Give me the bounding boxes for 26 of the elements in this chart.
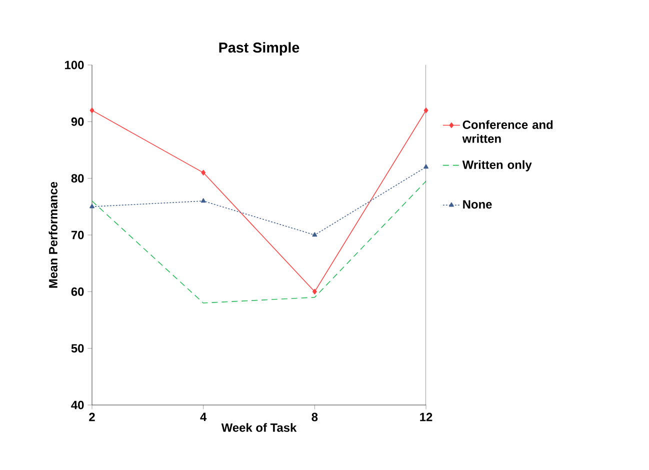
legend-label: None xyxy=(463,200,492,209)
line-series xyxy=(92,180,426,304)
point xyxy=(90,204,94,208)
y-tick-label: 60 xyxy=(71,287,84,296)
y-tick-label: 90 xyxy=(71,117,84,126)
chart-title: Past Simple xyxy=(219,42,300,56)
legend-label: Conference and written xyxy=(462,120,553,143)
x-tick-label: 2 xyxy=(89,412,95,422)
point xyxy=(200,198,206,203)
x-axis-title: Week of Task xyxy=(221,423,297,432)
point xyxy=(424,164,428,169)
point xyxy=(90,108,94,114)
point xyxy=(312,232,318,237)
y-axis-title: Mean Performance xyxy=(48,182,58,288)
point xyxy=(424,108,428,114)
y-tick-label: 80 xyxy=(71,174,84,183)
point xyxy=(201,170,206,176)
x-tick-label: 12 xyxy=(420,412,432,422)
x-tick-label: 4 xyxy=(200,412,207,421)
y-tick-label: 50 xyxy=(71,344,84,353)
y-tick-label: 70 xyxy=(71,230,84,240)
legend-label: Written only xyxy=(462,160,532,172)
point xyxy=(312,288,317,294)
x-tick-label: 8 xyxy=(312,412,318,422)
y-tick-label: 40 xyxy=(71,400,84,410)
y-tick-label: 100 xyxy=(65,60,84,70)
